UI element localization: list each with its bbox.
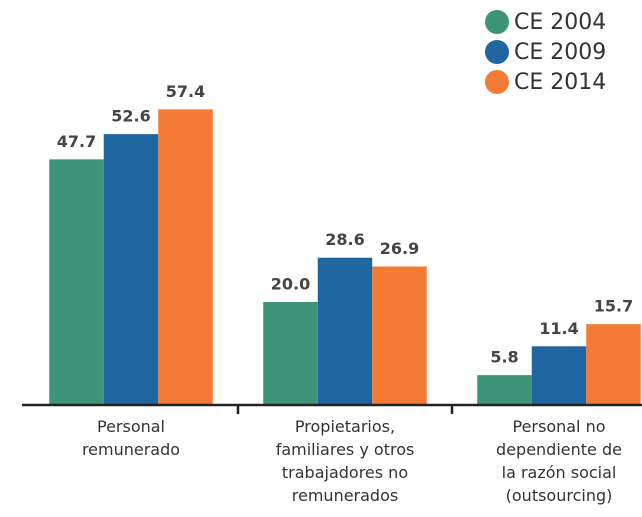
value-label: 26.9 [380, 239, 419, 258]
bar [372, 266, 427, 405]
value-label: 28.6 [325, 230, 364, 249]
bar [103, 134, 159, 406]
legend-label: CE 2004 [514, 10, 606, 35]
bar [158, 109, 213, 405]
legend-swatch [485, 10, 509, 34]
legend-swatch [485, 70, 509, 94]
x-tick-label: Propietarios, familiares y otros trabajado… [276, 417, 415, 505]
x-tick-label: Personal no dependiente de la razón social… [496, 417, 622, 505]
bar [531, 346, 587, 405]
value-label: 11.4 [539, 319, 578, 338]
bar [263, 302, 318, 405]
legend-label: CE 2014 [514, 70, 606, 95]
bar [49, 159, 104, 405]
bar [477, 375, 532, 405]
value-label: 52.6 [111, 107, 150, 126]
value-label: 15.7 [594, 297, 633, 316]
value-label: 5.8 [490, 348, 518, 367]
value-label: 57.4 [166, 82, 205, 101]
x-tick-label: Personal remunerado [82, 417, 180, 459]
legend-swatch [485, 40, 509, 64]
bar [586, 324, 641, 405]
value-label: 20.0 [271, 275, 310, 294]
bar [317, 257, 373, 405]
legend-label: CE 2009 [514, 40, 606, 65]
value-label: 47.7 [57, 132, 96, 151]
